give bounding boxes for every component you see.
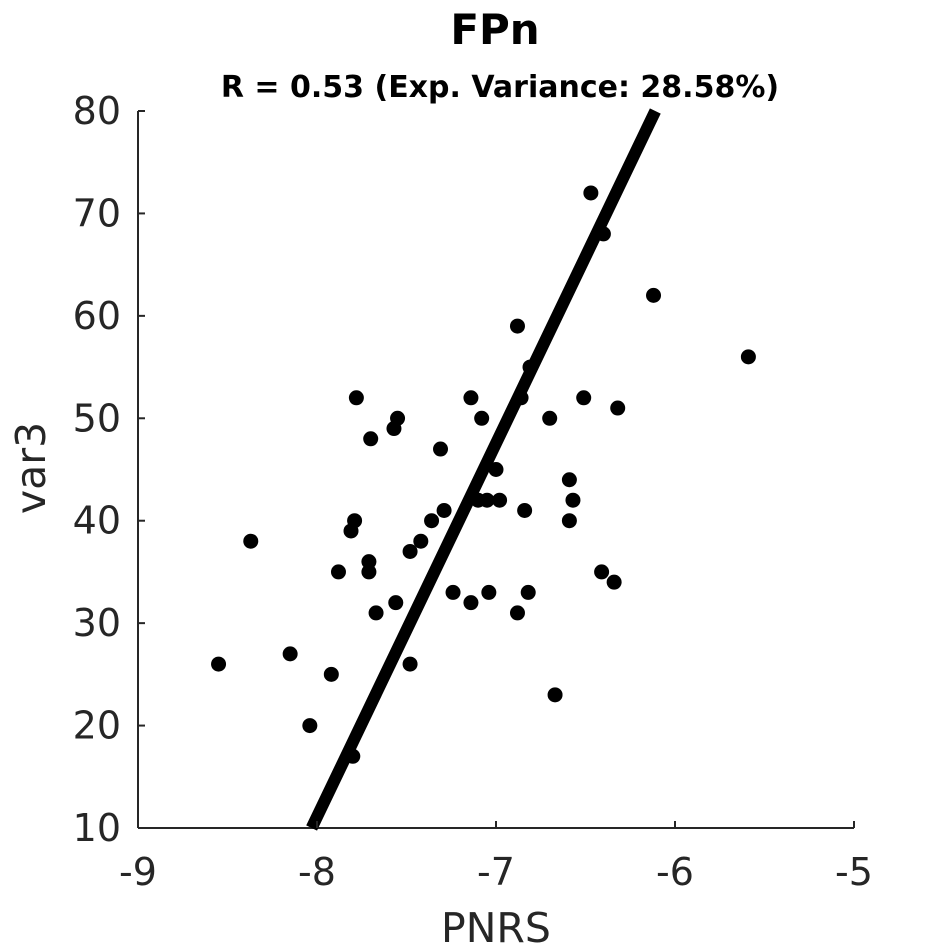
fit-line: [306, 108, 661, 831]
scatter-point: [436, 502, 452, 518]
scatter-point: [522, 359, 538, 375]
x-tick-label: -8: [298, 850, 336, 894]
x-tick-label: -9: [119, 850, 157, 894]
chart-subtitle: R = 0.53 (Exp. Variance: 28.58%): [221, 70, 779, 105]
scatter-point: [583, 185, 599, 201]
scatter-point: [463, 595, 479, 611]
chart-title: FPn: [450, 5, 539, 54]
scatter-point: [363, 431, 379, 447]
scatter-point: [348, 390, 364, 406]
scatter-point: [345, 748, 361, 764]
scatter-point: [402, 543, 418, 559]
scatter-point: [565, 492, 581, 508]
scatter-point: [488, 462, 504, 477]
y-tick-label: 50: [73, 396, 121, 440]
scatter-point: [513, 390, 529, 406]
scatter-point: [302, 718, 318, 734]
scatter-point: [323, 666, 339, 682]
scatter-point: [445, 584, 461, 600]
scatter-point: [610, 400, 626, 416]
y-tick-labels: 10 20 30 40 50 60 70 80: [73, 89, 145, 850]
scatter-point: [413, 533, 429, 549]
scatter-point: [211, 656, 227, 672]
x-tick-label: -6: [656, 850, 694, 894]
scatter-point: [361, 564, 377, 580]
x-tick-labels: -9 -8 -7 -6 -5: [119, 821, 873, 894]
scatter-point: [520, 584, 536, 600]
y-axis-label: var3: [7, 422, 55, 514]
y-tick-label: 80: [73, 89, 121, 133]
scatter-point: [547, 687, 563, 703]
scatter-point: [517, 502, 533, 518]
scatter-point: [594, 564, 610, 580]
scatter-point: [463, 390, 479, 406]
scatter-point: [561, 472, 577, 488]
scatter-point: [606, 574, 622, 590]
y-tick-label: 20: [73, 704, 121, 748]
scatter-point: [330, 564, 346, 580]
scatter-point: [282, 646, 298, 662]
scatter-point: [479, 492, 495, 508]
y-tick-label: 30: [73, 601, 121, 645]
scatter-point: [474, 410, 490, 426]
scatter-points: [211, 185, 756, 764]
x-tick-label: -7: [477, 850, 515, 894]
scatter-point: [542, 410, 558, 426]
scatter-point: [509, 605, 525, 621]
scatter-point: [402, 656, 418, 672]
scatter-point: [492, 492, 508, 508]
scatter-point: [433, 441, 449, 457]
scatter-point: [347, 513, 363, 529]
y-tick-label: 60: [73, 294, 121, 338]
scatter-point: [390, 410, 406, 426]
y-tick-label: 10: [73, 806, 121, 850]
scatter-point: [388, 595, 404, 611]
scatter-point: [368, 605, 384, 621]
scatter-point: [646, 287, 662, 303]
scatter-point: [576, 390, 592, 406]
x-axis-label: PNRS: [441, 904, 551, 945]
y-tick-label: 40: [73, 499, 121, 543]
fit-line-group: [306, 108, 661, 831]
scatter-point: [595, 226, 611, 242]
y-tick-label: 70: [73, 191, 121, 235]
scatter-point: [424, 513, 440, 529]
scatter-point: [561, 513, 577, 529]
scatter-point: [243, 533, 259, 549]
scatter-point: [509, 318, 525, 334]
scatter-point: [481, 584, 497, 600]
scatter-point: [740, 349, 756, 365]
x-tick-label: -5: [835, 850, 873, 894]
